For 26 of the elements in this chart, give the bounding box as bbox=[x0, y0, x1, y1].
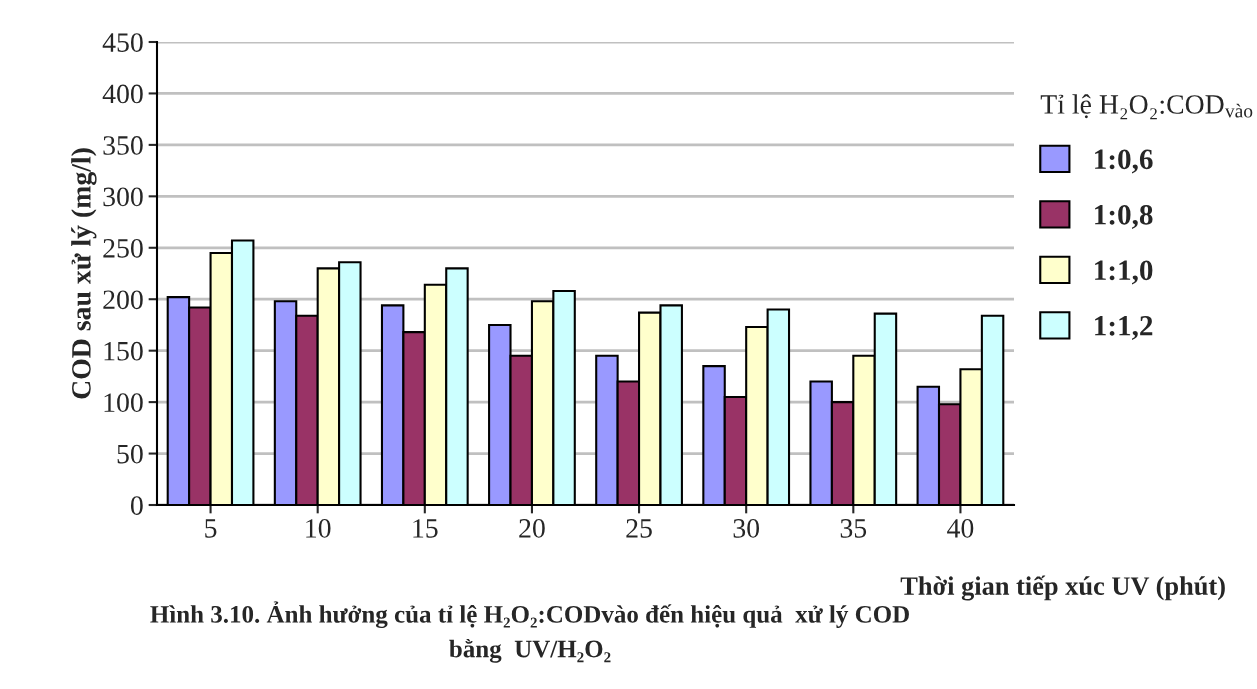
y-tick-label: 50 bbox=[117, 444, 143, 464]
x-tick-label: 30 bbox=[733, 519, 760, 538]
y-tick-label: 250 bbox=[103, 238, 143, 258]
y-tick-label: 450 bbox=[102, 33, 143, 52]
y-tick-label: 0 bbox=[130, 496, 143, 515]
y-tick-label: 100 bbox=[104, 393, 143, 413]
y-tick-label: 350 bbox=[103, 136, 143, 155]
y-tick-label: 200 bbox=[103, 290, 143, 310]
y-axis-title: COD sau xử lý (mg/l) bbox=[71, 148, 97, 399]
y-tick-label: 300 bbox=[103, 187, 143, 207]
x-tick-label: 20 bbox=[519, 519, 545, 538]
x-tick-label: 35 bbox=[840, 519, 867, 538]
legend-title: Tỉ lệ H₂O₂:COD$_{vào}$ bbox=[1040, 94, 1253, 120]
legend-label: 1:0,8 bbox=[1095, 204, 1153, 229]
x-tick-label: 10 bbox=[306, 519, 331, 538]
text: Hình 3.10. Ảnh hưởng của tỉ lệ H₂O₂:CODvào đến hiệu quả xử lý COD bằng UV/H₂O₂ bbox=[150, 601, 909, 663]
y-tick-label: 400 bbox=[102, 84, 143, 104]
x-tick-label: 40 bbox=[947, 519, 974, 538]
legend-label: 1:0,6 bbox=[1095, 149, 1153, 174]
x-tick-label: 15 bbox=[413, 519, 438, 538]
x-axis-title: Thời gian tiếp xúc UV (phút) bbox=[900, 575, 1225, 601]
legend-label: 1:1,2 bbox=[1095, 316, 1153, 340]
y-tick-label: 150 bbox=[104, 341, 143, 361]
legend-label: 1:1,0 bbox=[1095, 260, 1153, 285]
x-tick-label: 5 bbox=[205, 519, 217, 538]
x-tick-label: 25 bbox=[626, 519, 652, 538]
